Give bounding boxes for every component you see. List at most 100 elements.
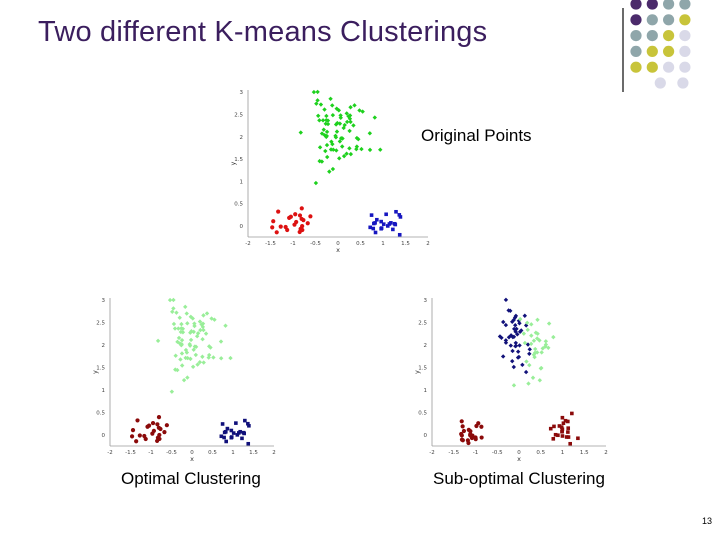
data-point (469, 435, 475, 441)
y-tick-label: 3 (102, 298, 106, 304)
data-point (465, 438, 470, 443)
data-point (538, 366, 544, 371)
data-point (542, 344, 548, 349)
data-point (278, 224, 283, 229)
data-point (384, 212, 388, 217)
data-point (228, 355, 233, 361)
data-point (240, 436, 244, 441)
decorative-dot (663, 14, 675, 26)
data-point (516, 354, 522, 360)
data-point (468, 432, 473, 437)
data-point (535, 317, 540, 322)
data-point (381, 222, 386, 226)
data-point (200, 324, 206, 330)
data-point (513, 340, 518, 346)
data-point (184, 311, 189, 316)
data-point (338, 136, 344, 141)
data-point (348, 119, 353, 125)
data-point (517, 316, 523, 322)
data-point (517, 329, 523, 335)
decorative-dot (654, 77, 666, 89)
data-point (170, 309, 175, 314)
data-point (206, 355, 211, 360)
data-point (200, 337, 205, 342)
data-point (341, 153, 347, 159)
data-point (501, 319, 506, 325)
data-point (173, 367, 178, 372)
x-tick-label: 1 (561, 450, 565, 456)
data-point (246, 421, 250, 426)
data-point (520, 362, 525, 368)
data-point (529, 333, 534, 338)
data-point (397, 213, 402, 217)
data-point (180, 330, 186, 335)
data-point (169, 389, 175, 394)
data-point (539, 350, 544, 355)
data-point (510, 348, 515, 354)
data-point (183, 355, 188, 361)
data-point (193, 352, 199, 358)
x-tick-label: 0 (190, 450, 194, 456)
data-point (508, 343, 514, 348)
data-point (324, 117, 329, 123)
data-point (513, 323, 518, 328)
data-point (551, 437, 556, 441)
x-tick-label: 1.5 (249, 450, 258, 456)
data-point (391, 227, 395, 232)
data-point (319, 131, 325, 136)
data-point (200, 354, 205, 359)
data-point (191, 347, 196, 352)
data-point (570, 411, 574, 416)
data-point (342, 122, 347, 128)
y-tick-label: 2 (424, 343, 428, 349)
data-point (459, 431, 464, 437)
data-point (298, 130, 303, 135)
data-point (528, 341, 534, 347)
data-point (171, 321, 177, 327)
data-point (557, 424, 562, 428)
data-point (517, 343, 522, 348)
y-tick-label: 1.5 (96, 366, 105, 372)
x-tick-label: -0.5 (166, 450, 177, 456)
y-tick-label: 0.5 (234, 202, 243, 208)
data-point (513, 313, 519, 319)
data-point (330, 103, 335, 108)
decorative-dot (630, 61, 642, 73)
data-point (341, 125, 346, 131)
x-tick-label: -2 (107, 450, 112, 456)
data-point (188, 330, 193, 335)
data-point (219, 434, 224, 439)
data-point (195, 331, 201, 336)
x-tick-label: -1 (148, 450, 153, 456)
x-tick-label: -1 (290, 241, 295, 247)
data-point (200, 321, 206, 326)
decorative-dot (646, 14, 658, 26)
data-point (466, 427, 471, 432)
data-point (318, 102, 324, 107)
data-point (367, 131, 373, 136)
data-point (348, 105, 353, 110)
data-point (527, 347, 532, 352)
data-point (324, 133, 329, 139)
x-tick-label: 1.5 (401, 241, 410, 247)
data-point (519, 328, 524, 333)
data-point (560, 429, 564, 434)
data-point (192, 323, 197, 329)
data-point (176, 326, 181, 331)
data-point (321, 127, 326, 132)
data-point (313, 180, 319, 186)
data-point (183, 304, 188, 310)
data-point (503, 338, 509, 343)
data-point (566, 435, 571, 439)
data-point (351, 123, 356, 128)
data-point (348, 151, 354, 157)
data-point (546, 321, 552, 326)
data-point (337, 156, 342, 161)
data-point (293, 212, 298, 217)
data-point (460, 438, 465, 443)
data-point (238, 429, 242, 434)
data-point (338, 115, 343, 121)
data-point (319, 159, 325, 164)
decorative-dot (679, 61, 691, 73)
x-axis-label: x (517, 455, 521, 463)
